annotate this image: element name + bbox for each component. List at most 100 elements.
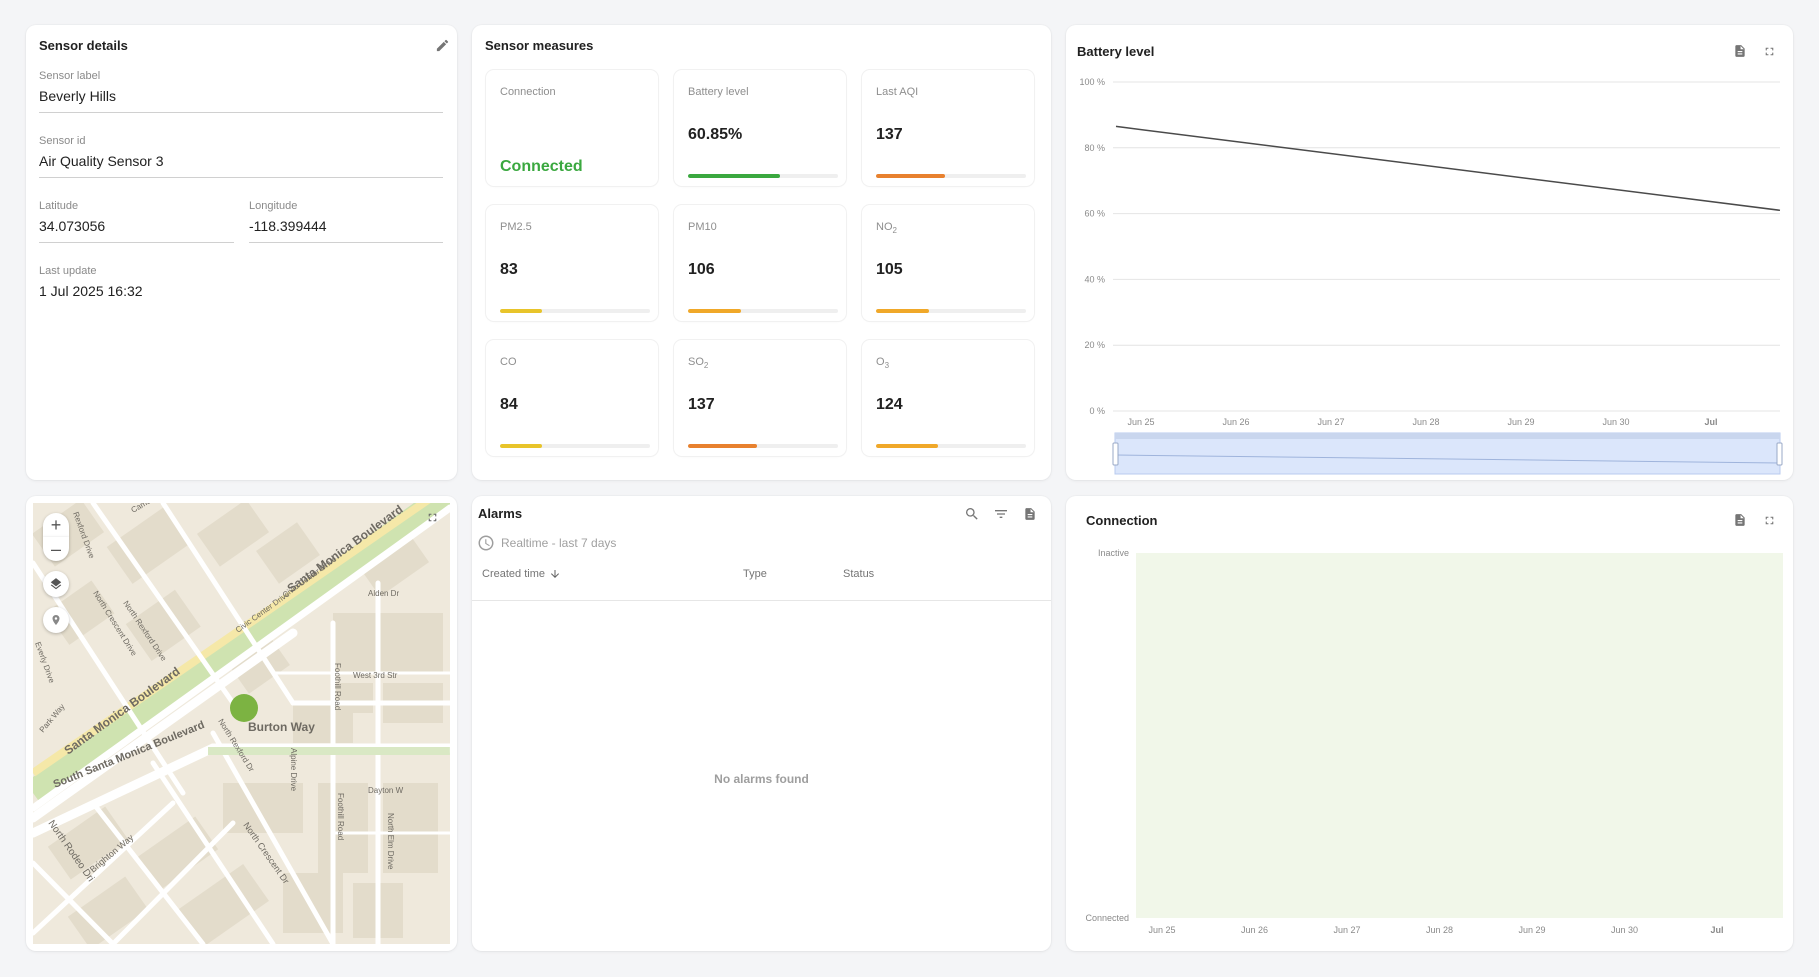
latitude-caption: Latitude [39,200,79,212]
type-header[interactable]: Type [743,568,767,580]
sensor-details-card: Sensor details Sensor label Beverly Hill… [26,25,457,480]
range-navigator [1114,432,1781,475]
y-tick-label: Connected [1085,913,1129,923]
zoom-out-button[interactable]: – [43,537,69,561]
battery-line-chart: 100 % 80 % 60 % 40 % 20 % 0 % Jun 25 Jun 26 Jun … [1079,77,1783,475]
map-label: Alden Dr [368,589,399,598]
battery-chart-title: Battery level [1077,44,1155,59]
sensor-id-value: Air Quality Sensor 3 [39,153,443,178]
y-tick-label: 0 % [1089,406,1105,416]
arrow-down-icon [550,570,559,578]
measure-level-fill [688,174,780,178]
sensor-location-marker[interactable] [230,694,258,722]
measure-level-bar [500,444,650,448]
export-icon[interactable] [1020,504,1040,524]
measure-tile: NO2 105 [862,205,1034,321]
measure-value: 137 [688,396,715,413]
export-icon[interactable] [1730,41,1750,61]
time-filter[interactable]: Realtime - last 7 days [477,534,616,552]
last-update-field: Last update 1 Jul 2025 16:32 [39,265,443,307]
alarms-title: Alarms [478,506,523,521]
map-fullscreen-icon[interactable] [422,507,442,527]
x-tick-label: Jul [1704,417,1717,427]
longitude-field[interactable]: Longitude -118.399444 [249,200,443,243]
search-icon[interactable] [962,504,982,524]
range-navigator-bar [1115,433,1780,439]
y-tick-label: Inactive [1098,548,1129,558]
fullscreen-icon[interactable] [1759,510,1779,530]
range-navigator-line [1115,454,1781,464]
measure-label: Last AQI [876,86,919,98]
measure-level-fill [876,174,945,178]
last-update-value: 1 Jul 2025 16:32 [39,283,143,299]
zoom-in-button[interactable]: + [43,513,69,537]
measure-value: 124 [876,396,903,413]
longitude-caption: Longitude [249,200,298,212]
last-update-caption: Last update [39,265,97,277]
measure-level-bar [876,444,1026,448]
map-label: Foothill Road [336,793,345,840]
map-label: Dayton W [368,786,404,795]
measure-level-bar [688,174,838,178]
map-label: Park Way [38,702,67,734]
fullscreen-icon[interactable] [1759,41,1779,61]
x-tick-label: Jun 26 [1241,925,1268,935]
x-tick-label: Jun 26 [1222,417,1249,427]
filter-icon[interactable] [991,504,1011,524]
map-label: North Elm Drive [386,813,395,870]
alarms-table-header: Created time Type Status [472,568,1051,601]
measure-level-bar [876,309,1026,313]
x-tick-label: Jun 28 [1426,925,1453,935]
measure-value: 137 [876,126,903,143]
x-tick-label: Jun 25 [1148,925,1175,935]
latitude-field[interactable]: Latitude 34.073056 [39,200,234,243]
y-tick-label: 20 % [1084,340,1105,350]
measure-value: Connected [500,158,583,175]
status-header[interactable]: Status [843,568,875,580]
alarms-card: Alarms Realtime - last 7 days Created ti… [472,496,1051,951]
measure-value: 106 [688,261,715,278]
time-filter-text: Realtime - last 7 days [501,536,617,550]
measure-tile: PM2.5 83 [486,205,658,321]
map-view[interactable]: Santa Monica Boulevard Santa Monica Boul… [33,503,450,944]
map-label: Alpine Drive [289,748,298,792]
connection-area [1136,553,1783,918]
x-tick-label: Jun 30 [1611,925,1638,935]
locate-button[interactable] [43,607,69,633]
measure-level-fill [500,444,542,448]
battery-chart-card: Battery level 100 % 80 % 60 % 40 % 20 % 0 % Ju… [1066,25,1793,480]
range-handle-right [1776,442,1783,466]
sensor-measures-card: Sensor measures Connection Connected Batte… [472,25,1051,480]
edit-icon[interactable] [432,35,452,55]
created-time-header[interactable]: Created time [482,568,561,580]
measure-tile: PM10 106 [674,205,846,321]
layers-button[interactable] [43,571,69,597]
sensor-measures-title: Sensor measures [485,38,594,53]
battery-series-line [1115,125,1781,212]
x-tick-label: Jul [1710,925,1723,935]
export-icon[interactable] [1730,510,1750,530]
empty-state: No alarms found [714,772,809,786]
sensor-id-caption: Sensor id [39,135,86,147]
measure-value: 60.85% [688,126,743,143]
sensor-label-field[interactable]: Sensor label Beverly Hills [39,70,443,113]
measure-level-bar [688,444,838,448]
measure-level-fill [688,309,741,313]
measure-tile: Battery level 60.85% [674,70,846,186]
measure-tile: Last AQI 137 [862,70,1034,186]
measure-level-fill [876,309,929,313]
x-tick-label: Jun 29 [1507,417,1534,427]
map-label: Foothill Road [333,663,342,710]
measure-value: 83 [500,261,518,278]
measure-level-fill [688,444,757,448]
measure-tile: O3 124 [862,340,1034,456]
sensor-id-field[interactable]: Sensor id Air Quality Sensor 3 [39,135,443,178]
measure-level-fill [876,444,938,448]
longitude-value: -118.399444 [249,218,443,243]
measure-tile: CO 84 [486,340,658,456]
measure-label: O3 [876,356,890,371]
connection-chart-card: Connection Inactive Connected Jun 25 Jun 26… [1066,496,1793,951]
latitude-value: 34.073056 [39,218,234,243]
x-tick-label: Jun 27 [1333,925,1360,935]
x-tick-label: Jun 30 [1602,417,1629,427]
